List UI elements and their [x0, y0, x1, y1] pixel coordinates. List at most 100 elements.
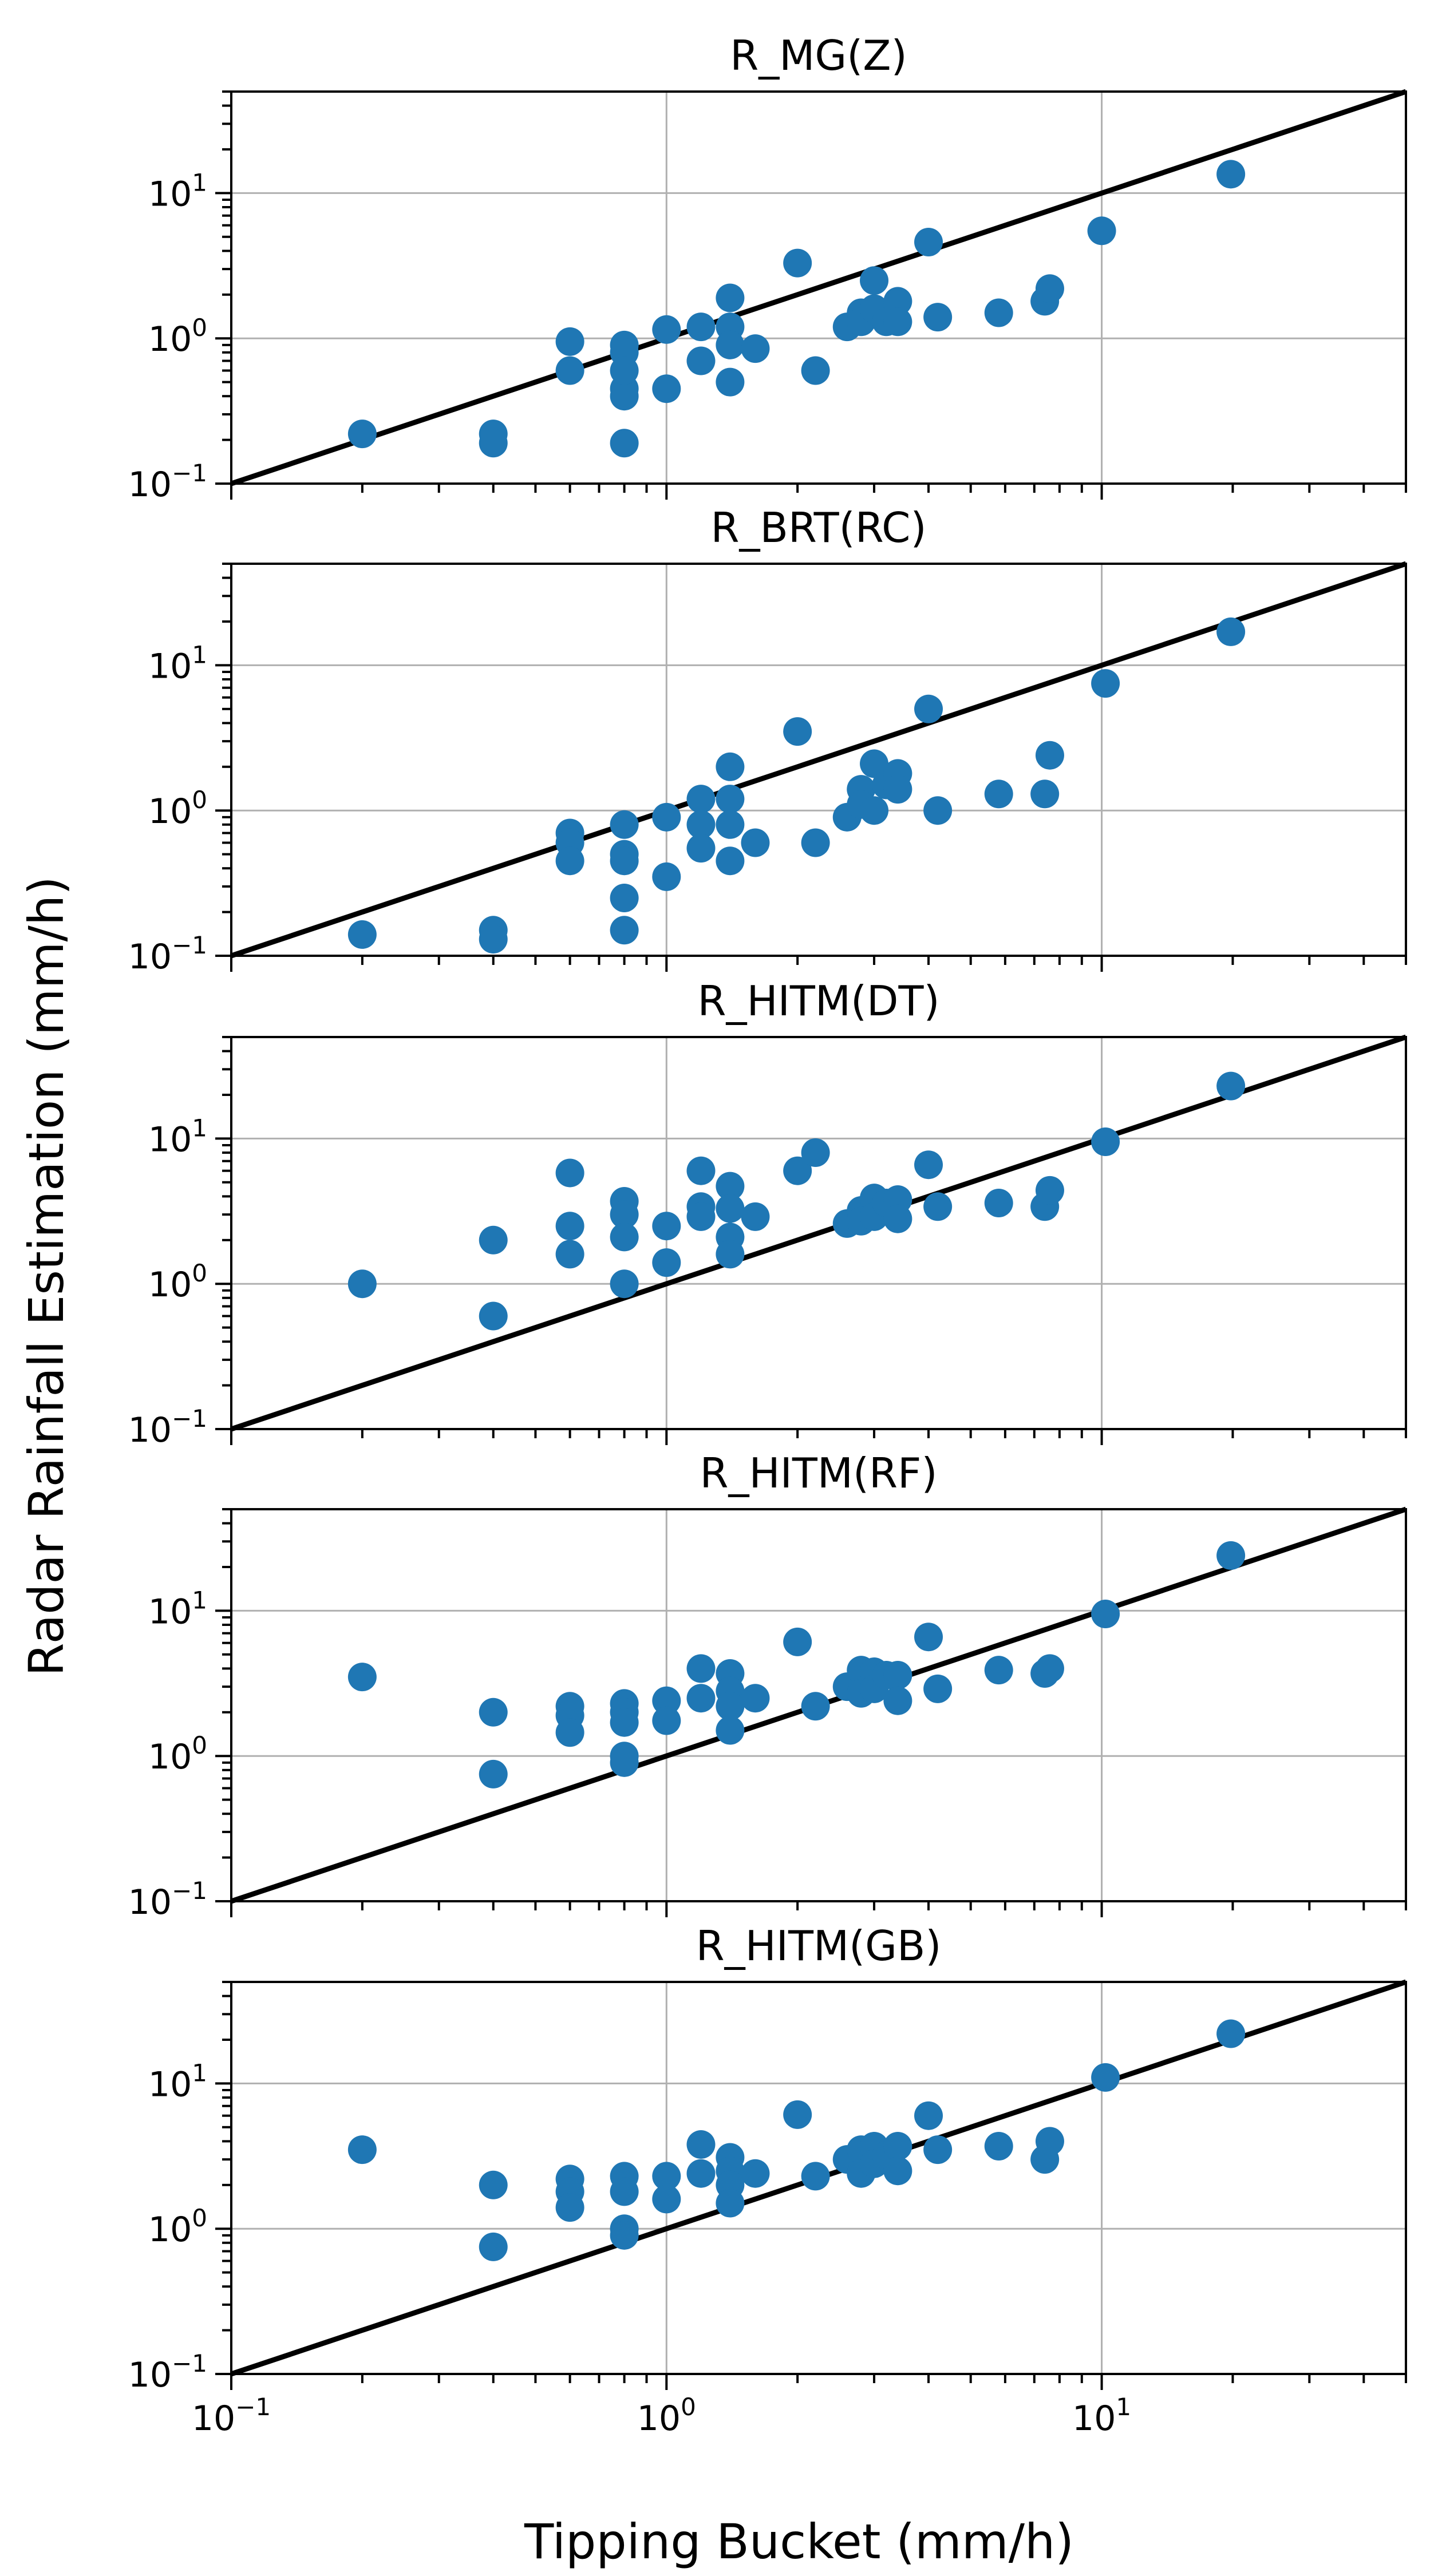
data-point	[741, 1202, 770, 1231]
data-point	[555, 327, 584, 356]
x-tick-exponent: 1	[1116, 2393, 1131, 2421]
data-point	[923, 1192, 953, 1221]
axes-frame	[230, 1508, 1407, 1902]
data-point	[914, 694, 943, 723]
x-tick-label: 10−1	[192, 2393, 271, 2439]
y-axis-label: Radar Rainfall Estimation (mm/h)	[18, 876, 74, 1676]
y-tick-label: 10−1	[128, 459, 207, 505]
data-point	[555, 356, 584, 385]
data-point	[652, 1248, 681, 1277]
y-tick-base: 10	[128, 465, 172, 505]
data-point	[883, 1686, 912, 1715]
data-point	[716, 330, 745, 359]
data-point	[783, 1627, 812, 1656]
data-point	[716, 283, 745, 312]
x-tick-exponent: −1	[235, 2393, 271, 2421]
data-point	[610, 1748, 639, 1777]
data-point	[555, 2193, 584, 2222]
data-point	[801, 828, 830, 857]
data-point	[686, 1202, 716, 1231]
data-point	[923, 1674, 953, 1703]
data-point	[686, 346, 716, 375]
y-tick-exponent: 1	[192, 1586, 207, 1614]
panel-title: R_HITM(RF)	[700, 1449, 937, 1497]
data-point	[610, 382, 639, 411]
data-point	[883, 307, 912, 337]
data-point	[652, 374, 681, 403]
data-point	[610, 356, 639, 385]
y-tick-base: 10	[128, 2355, 172, 2395]
data-point	[555, 1718, 584, 1747]
y-tick-base: 10	[148, 319, 192, 359]
y-tick-base: 10	[128, 1882, 172, 1922]
data-point	[883, 287, 912, 316]
data-point	[479, 429, 508, 458]
x-tick-label: 100	[637, 2393, 696, 2439]
data-point	[610, 429, 639, 458]
data-point	[686, 2159, 716, 2188]
data-point	[1091, 1600, 1120, 1629]
axes-frame	[230, 90, 1407, 485]
data-point	[1030, 779, 1060, 809]
data-point	[923, 303, 953, 332]
data-point	[1216, 2019, 1246, 2048]
data-point	[716, 1172, 745, 1201]
x-tick-base: 10	[637, 2399, 681, 2439]
data-point	[610, 1708, 639, 1737]
data-points	[347, 617, 1246, 954]
data-point	[610, 1200, 639, 1229]
y-tick-exponent: 0	[192, 2204, 207, 2232]
data-point	[801, 1692, 830, 1721]
panel-title: R_MG(Z)	[730, 31, 907, 80]
y-tick-base: 10	[128, 937, 172, 977]
ticks	[215, 1981, 1407, 2390]
data-point	[555, 846, 584, 876]
data-point	[984, 298, 1013, 327]
ticks	[215, 90, 1407, 500]
data-point	[479, 1225, 508, 1255]
data-point	[716, 1716, 745, 1745]
data-point	[479, 925, 508, 954]
data-point	[860, 749, 889, 778]
x-tick-label: 101	[1072, 2393, 1131, 2439]
data-point	[1216, 1541, 1246, 1570]
y-tick-exponent: 0	[192, 1259, 207, 1287]
data-point	[914, 2101, 943, 2130]
data-point	[716, 846, 745, 876]
y-tick-exponent: −1	[172, 1877, 207, 1905]
data-point	[1091, 669, 1120, 698]
data-point	[741, 2159, 770, 2188]
data-point	[652, 1706, 681, 1735]
data-point	[610, 916, 639, 945]
data-points	[347, 2019, 1246, 2261]
y-tick-base: 10	[148, 1265, 192, 1305]
data-point	[783, 248, 812, 278]
data-point	[783, 1156, 812, 1185]
data-point	[801, 1138, 830, 1167]
data-point	[883, 2156, 912, 2186]
one-to-one-line	[230, 1034, 1407, 1432]
y-tick-label: 100	[148, 2204, 207, 2250]
data-point	[1216, 160, 1246, 189]
data-point	[716, 810, 745, 839]
data-point	[801, 2162, 830, 2191]
data-point	[686, 2130, 716, 2159]
data-point	[686, 785, 716, 814]
data-point	[984, 779, 1013, 809]
gridlines	[231, 1982, 1406, 2374]
data-point	[801, 356, 830, 385]
panel-title: R_HITM(GB)	[696, 1922, 942, 1970]
y-tick-label: 101	[148, 640, 207, 686]
data-point	[479, 1301, 508, 1331]
y-tick-exponent: 0	[192, 314, 207, 342]
data-point	[1035, 274, 1064, 303]
data-point	[716, 2189, 745, 2218]
data-point	[923, 2135, 953, 2165]
